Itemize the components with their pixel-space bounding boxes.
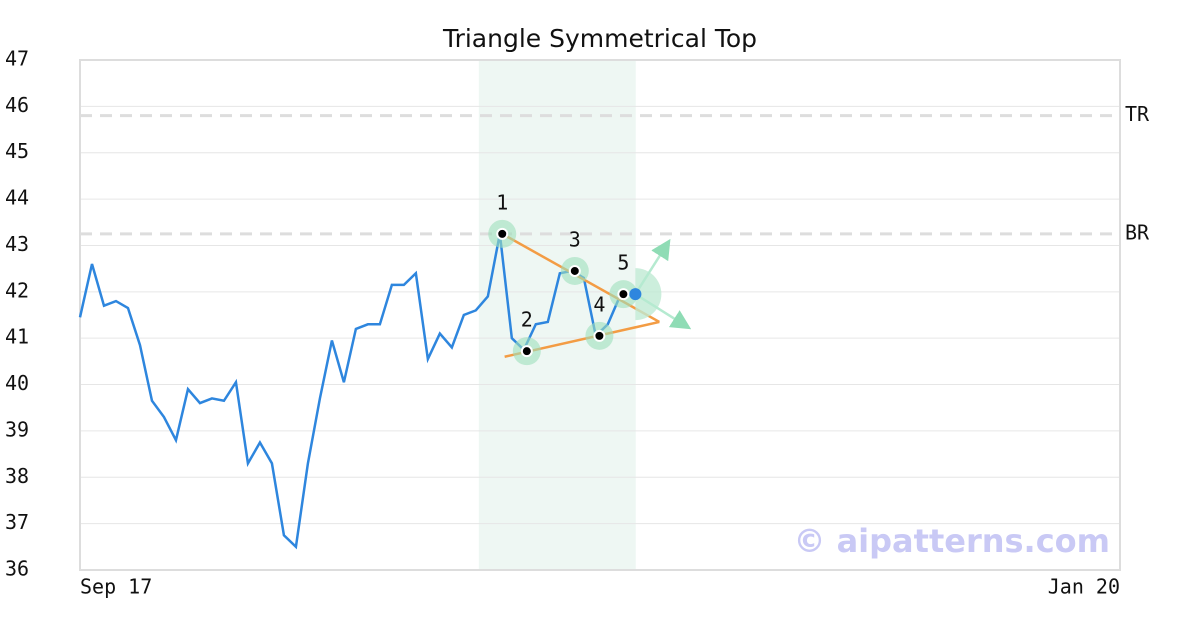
pattern-label: 4 bbox=[593, 292, 605, 316]
pattern-label: 5 bbox=[617, 251, 629, 275]
y-tick-label: 43 bbox=[5, 232, 29, 256]
pattern-label: 1 bbox=[496, 190, 508, 214]
pattern-point bbox=[617, 288, 630, 301]
level-label: BR bbox=[1125, 220, 1150, 244]
projection-point bbox=[629, 288, 642, 301]
projection-arrow bbox=[634, 293, 692, 330]
y-tick-label: 46 bbox=[5, 93, 29, 117]
y-tick-label: 38 bbox=[5, 464, 29, 488]
highlight-band bbox=[478, 60, 636, 570]
price-line bbox=[78, 233, 633, 550]
chart-title: Triangle Symmetrical Top bbox=[442, 24, 757, 53]
y-tick-label: 42 bbox=[5, 278, 29, 302]
y-tick-label: 45 bbox=[5, 139, 29, 163]
y-tick-label: 40 bbox=[5, 371, 29, 395]
y-tick-label: 37 bbox=[5, 510, 29, 534]
pattern-point bbox=[568, 264, 581, 277]
y-tick-label: 36 bbox=[5, 557, 29, 581]
y-tick-label: 47 bbox=[5, 47, 29, 71]
watermark: © aipatterns.com bbox=[793, 522, 1110, 560]
pattern-point bbox=[496, 227, 509, 240]
level-label: TR bbox=[1125, 102, 1150, 126]
y-tick-label: 44 bbox=[5, 186, 29, 210]
x-tick-label: Jan 20 bbox=[1048, 575, 1120, 599]
y-tick-label: 39 bbox=[5, 417, 29, 441]
projection-arrow bbox=[634, 238, 671, 295]
x-tick-label: Sep 17 bbox=[80, 575, 152, 599]
pattern-label: 3 bbox=[569, 227, 581, 251]
pattern-point bbox=[520, 345, 533, 358]
y-tick-label: 41 bbox=[5, 325, 29, 349]
pattern-label: 2 bbox=[521, 308, 533, 332]
pattern-point bbox=[593, 329, 606, 342]
